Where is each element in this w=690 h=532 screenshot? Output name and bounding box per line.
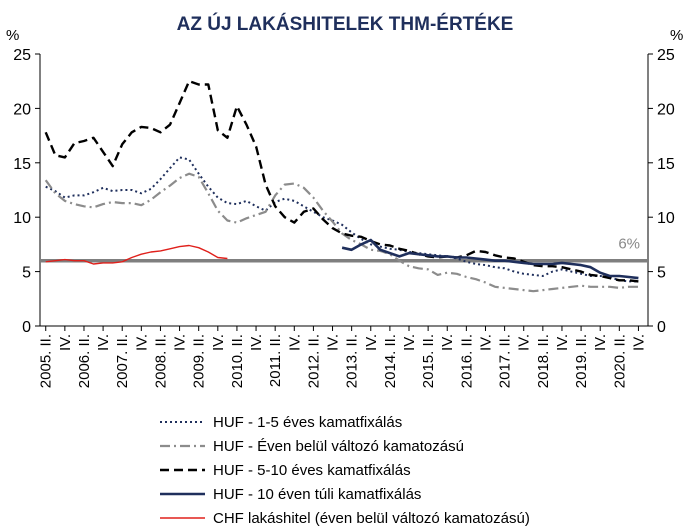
- x-tick-label: IV.: [439, 334, 456, 351]
- y-tick-label-left: 25: [13, 47, 31, 64]
- series-line-1: [45, 156, 639, 283]
- x-tick-label: IV.: [363, 334, 380, 351]
- x-tick-label: IV.: [95, 334, 112, 351]
- x-tick-label: 2006. II.: [76, 334, 93, 388]
- x-tick-label: IV.: [210, 334, 227, 351]
- legend: HUF - 1-5 éves kamatfixálás HUF - Éven be…: [160, 414, 530, 527]
- y-tick-label-right: 0: [657, 319, 666, 336]
- y-axis-right: 0 5 10 15 20 25: [647, 47, 675, 336]
- x-tick-label: IV.: [477, 334, 494, 351]
- x-tick-label: IV.: [401, 334, 418, 351]
- x-tick-label: 2016. II.: [458, 334, 475, 388]
- y-unit-right: %: [670, 27, 683, 44]
- x-tick-label: IV.: [516, 334, 533, 351]
- x-tick-label: IV.: [248, 334, 265, 351]
- x-tick-label: 2020. II.: [611, 334, 628, 388]
- series-line-3: [44, 80, 639, 283]
- series-group: [44, 80, 639, 293]
- y-tick-label-right: 10: [657, 210, 675, 227]
- x-tick-label: 2013. II.: [344, 334, 361, 388]
- legend-label-5: CHF lakáshitel (éven belül változó kamat…: [213, 510, 530, 527]
- x-tick-label: 2007. II.: [114, 334, 131, 388]
- series-line-4: [341, 238, 639, 280]
- x-axis: 2005. II. IV. 2006. II. IV. 2007. II. IV. 2008…: [38, 325, 648, 388]
- series-line-2: [44, 172, 639, 293]
- y-tick-label-left: 20: [13, 101, 31, 118]
- y-tick-label-left: 15: [13, 156, 31, 173]
- y-tick-label-right: 5: [657, 265, 666, 282]
- reference-line-label: 6%: [618, 236, 640, 253]
- x-tick-label: 2018. II.: [535, 334, 552, 388]
- y-axis-left: 0 5 10 15 20 25: [13, 47, 41, 336]
- x-tick-label: IV.: [325, 334, 342, 351]
- chart-title: AZ ÚJ LAKÁSHITELEK THM-ÉRTÉKE: [177, 13, 514, 35]
- x-tick-label: IV.: [57, 334, 74, 351]
- y-tick-label-left: 5: [22, 265, 31, 282]
- x-tick-label: IV.: [172, 334, 189, 351]
- y-tick-label-right: 15: [657, 156, 675, 173]
- legend-label-3: HUF - 5-10 éves kamatfixálás: [213, 462, 411, 479]
- y-tick-label-right: 25: [657, 47, 675, 64]
- x-tick-label: 2010. II.: [229, 334, 246, 388]
- legend-label-1: HUF - 1-5 éves kamatfixálás: [213, 414, 402, 431]
- x-tick-label: IV.: [133, 334, 150, 351]
- legend-label-2: HUF - Éven belül változó kamatozású: [213, 438, 464, 455]
- x-tick-label: 2005. II.: [38, 334, 55, 388]
- reference-line-group: 6%: [40, 236, 648, 263]
- x-tick-label: 2012. II.: [305, 334, 322, 388]
- x-tick-label: IV.: [554, 334, 571, 351]
- x-tick-label: 2011. II.: [267, 334, 284, 387]
- x-tick-label: IV.: [630, 334, 647, 351]
- y-unit-left: %: [6, 27, 19, 44]
- y-tick-label-right: 20: [657, 101, 675, 118]
- legend-label-4: HUF - 10 éven túli kamatfixálás: [213, 486, 421, 503]
- x-tick-label: 2008. II.: [152, 334, 169, 388]
- x-tick-label: 2014. II.: [382, 334, 399, 388]
- series-line-5: [45, 244, 228, 265]
- x-tick-label: 2017. II.: [497, 334, 514, 388]
- x-tick-label: 2019. II.: [573, 334, 590, 388]
- x-tick-label: IV.: [592, 334, 609, 351]
- x-tick-label: 2009. II.: [191, 334, 208, 388]
- y-tick-label-left: 0: [22, 319, 31, 336]
- x-tick-label: 2015. II.: [420, 334, 437, 388]
- x-tick-label: IV.: [286, 334, 303, 351]
- y-tick-label-left: 10: [13, 210, 31, 227]
